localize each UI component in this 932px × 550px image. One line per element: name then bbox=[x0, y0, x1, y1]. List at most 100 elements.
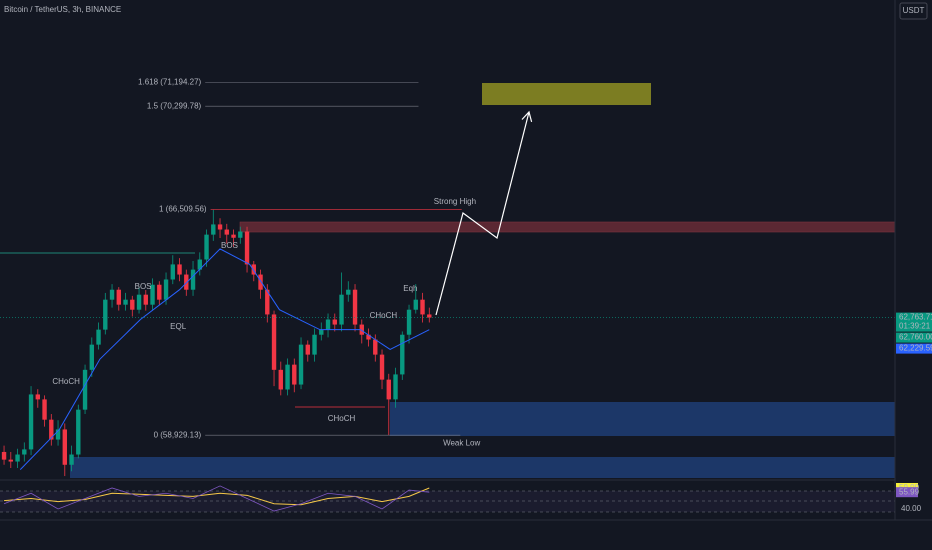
annotation: BOS bbox=[135, 282, 152, 291]
candle-body bbox=[346, 289, 351, 295]
candle-body bbox=[379, 354, 385, 380]
candle-body bbox=[150, 284, 155, 305]
rsi-band bbox=[0, 491, 895, 512]
candle-body bbox=[312, 334, 317, 355]
arrow-head bbox=[521, 110, 533, 123]
candle-body bbox=[427, 314, 432, 318]
candle-body bbox=[359, 324, 364, 335]
rsi-value-label: 55.99 bbox=[899, 487, 920, 496]
candle-body bbox=[305, 344, 310, 355]
candle-body bbox=[130, 299, 135, 310]
candle-body bbox=[116, 289, 121, 305]
candle-body bbox=[197, 259, 202, 270]
candle-body bbox=[109, 289, 115, 300]
candle-body bbox=[190, 269, 196, 290]
candle-body bbox=[1, 451, 7, 460]
candle-body bbox=[231, 234, 236, 238]
candle-body bbox=[292, 364, 297, 385]
demand-zone bbox=[390, 402, 895, 436]
axis-labels: 1.618 (71,194.27) 1.5 (70,299.78) 1 (66,50… bbox=[52, 78, 932, 513]
price-label: 62,229.59 bbox=[899, 344, 932, 353]
candle-body bbox=[204, 234, 209, 260]
candle-body bbox=[400, 334, 405, 375]
price-label: 62,763.71 bbox=[899, 313, 932, 322]
annotation: Weak Low bbox=[443, 438, 480, 447]
rsi-ma bbox=[4, 487, 430, 506]
candle-body bbox=[163, 279, 169, 300]
currency-box bbox=[899, 2, 928, 20]
candle-body bbox=[55, 429, 61, 440]
price-label-box bbox=[896, 332, 932, 343]
fib-label: 1.5 (70,299.78) bbox=[147, 101, 202, 110]
target-zone bbox=[482, 83, 651, 105]
candle-body bbox=[8, 459, 13, 462]
candle-body bbox=[244, 231, 250, 265]
candle-body bbox=[332, 319, 337, 325]
moving-average bbox=[19, 248, 430, 470]
candle-body bbox=[177, 264, 182, 275]
candle-body bbox=[184, 274, 189, 290]
annotation: CHoCH bbox=[52, 377, 80, 386]
candle-body bbox=[224, 229, 229, 235]
candle-body bbox=[136, 294, 142, 310]
chart-title: Bitcoin / TetherUS, 3h, BINANCE bbox=[4, 5, 121, 14]
candle-body bbox=[258, 274, 263, 290]
candle-body bbox=[339, 294, 344, 325]
fib-label: 1.618 (71,194.27) bbox=[138, 78, 201, 87]
rsi-tick-label: 40.00 bbox=[901, 504, 922, 513]
candle-body bbox=[352, 289, 358, 325]
annotation: CHoCH bbox=[370, 311, 398, 320]
candle-body bbox=[386, 379, 391, 400]
candle-body bbox=[76, 409, 81, 455]
candle-body bbox=[96, 329, 101, 345]
candle-body bbox=[157, 284, 162, 300]
plot bbox=[0, 82, 895, 513]
projection-arrow bbox=[435, 111, 530, 316]
demand-zone bbox=[70, 457, 895, 478]
candle-body bbox=[42, 399, 47, 420]
annotation: Strong High bbox=[434, 197, 476, 206]
countdown: 01:39:21 bbox=[899, 322, 931, 331]
candle-body bbox=[325, 319, 331, 330]
candle-body bbox=[406, 309, 412, 335]
candle-body bbox=[170, 264, 175, 280]
currency: USDT bbox=[903, 6, 925, 15]
rsi-value-box bbox=[896, 487, 918, 498]
candle-body bbox=[28, 394, 34, 450]
candle-body bbox=[265, 289, 270, 315]
candle-body bbox=[49, 419, 54, 440]
annotation: Eqh bbox=[403, 284, 417, 293]
candle-body bbox=[373, 339, 378, 355]
candle-body bbox=[62, 429, 67, 465]
candle-body bbox=[319, 329, 324, 335]
candle-body bbox=[366, 334, 371, 340]
fib-label: 1 (66,509.56) bbox=[159, 205, 207, 214]
candle-body bbox=[413, 299, 418, 310]
candle-body bbox=[393, 374, 398, 400]
candle-body bbox=[298, 344, 304, 385]
supply-zone bbox=[239, 221, 896, 233]
candle-body bbox=[69, 454, 74, 465]
candle-body bbox=[217, 224, 223, 230]
price-label-box bbox=[896, 312, 932, 332]
annotation: CHoCH bbox=[328, 414, 356, 423]
candle-body bbox=[285, 364, 290, 390]
candle-body bbox=[278, 369, 283, 390]
candle-body bbox=[251, 264, 256, 275]
price-label: 62,760.00 bbox=[899, 333, 932, 342]
candle-body bbox=[35, 394, 40, 400]
annotation: EQL bbox=[170, 322, 187, 331]
candle-body bbox=[211, 224, 216, 235]
candle-body bbox=[15, 454, 20, 462]
candle-body bbox=[271, 314, 277, 370]
candle-body bbox=[420, 299, 425, 315]
candle-body bbox=[22, 449, 27, 455]
rsi-line bbox=[3, 485, 430, 512]
candle-body bbox=[103, 299, 108, 330]
fib-label: 0 (58,929.13) bbox=[154, 430, 202, 439]
candle-body bbox=[82, 369, 88, 410]
candle-body bbox=[143, 294, 148, 305]
candle-body bbox=[238, 231, 243, 238]
